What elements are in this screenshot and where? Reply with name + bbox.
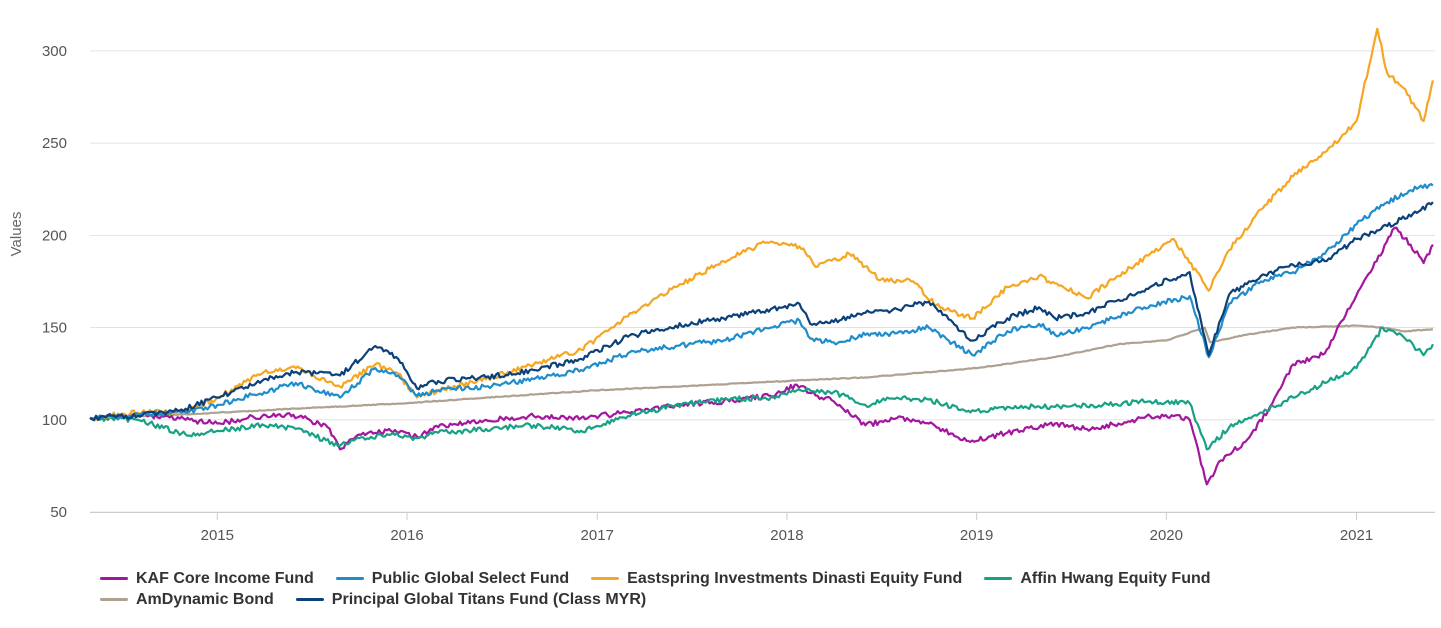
legend-item-eastspring-dinasti-equity-fund[interactable]: Eastspring Investments Dinasti Equity Fu…: [591, 570, 962, 588]
series-line-3: [89, 326, 1434, 451]
legend-label: Public Global Select Fund: [371, 569, 570, 587]
x-tick-label: 2015: [201, 527, 234, 544]
series-line-5: [89, 201, 1434, 421]
legend-swatch: [295, 598, 324, 601]
legend-row-2: AmDynamic Bond Principal Global Titans F…: [100, 589, 1400, 610]
series-line-1: [89, 182, 1434, 422]
legend-swatch: [100, 577, 128, 580]
legend-label: KAF Core Income Fund: [136, 569, 314, 587]
x-tick-label: 2020: [1150, 527, 1183, 544]
legend-item-affin-hwang-equity-fund[interactable]: Affin Hwang Equity Fund: [984, 569, 1211, 588]
y-tick-label: 200: [42, 227, 67, 244]
horizontal-gridlines: [90, 50, 1435, 513]
series-line-0: [89, 226, 1434, 486]
y-axis-tick-labels: 50 100 150 200 250 300: [42, 43, 67, 521]
x-tick-label: 2017: [581, 527, 614, 544]
x-tick-label: 2016: [390, 527, 423, 544]
x-tick-label: 2018: [770, 527, 803, 544]
y-axis-title: Values: [8, 212, 25, 257]
legend-item-amdynamic-bond[interactable]: AmDynamic Bond: [100, 591, 274, 609]
y-tick-label: 100: [42, 412, 67, 429]
y-tick-label: 250: [42, 135, 67, 152]
x-tick-label: 2021: [1340, 527, 1373, 544]
legend-label: Principal Global Titans Fund (Class MYR): [331, 590, 647, 608]
series-line-4: [89, 324, 1433, 420]
legend-row-1: KAF Core Income Fund Public Global Selec…: [100, 568, 1400, 589]
legend-item-kaf-core-income-fund[interactable]: KAF Core Income Fund: [100, 570, 314, 588]
legend-item-public-global-select-fund[interactable]: Public Global Select Fund: [335, 569, 570, 588]
legend-swatch: [984, 577, 1013, 580]
legend: KAF Core Income Fund Public Global Selec…: [100, 568, 1400, 610]
legend-label: AmDynamic Bond: [136, 590, 274, 608]
legend-swatch: [100, 598, 128, 601]
y-tick-label: 300: [42, 43, 67, 60]
y-tick-label: 50: [50, 504, 67, 521]
x-axis-tick-labels: 2015 2016 2017 2018 2019 2020 2021: [201, 512, 1373, 544]
legend-swatch: [591, 577, 620, 580]
legend-label: Eastspring Investments Dinasti Equity Fu…: [627, 569, 963, 587]
legend-swatch: [335, 577, 364, 580]
legend-label: Affin Hwang Equity Fund: [1020, 569, 1211, 587]
y-tick-label: 150: [42, 320, 67, 337]
series-lines: [89, 27, 1434, 486]
series-line-2: [89, 27, 1434, 421]
x-tick-label: 2019: [960, 527, 993, 544]
legend-item-principal-global-titans-fund[interactable]: Principal Global Titans Fund (Class MYR): [295, 590, 647, 609]
